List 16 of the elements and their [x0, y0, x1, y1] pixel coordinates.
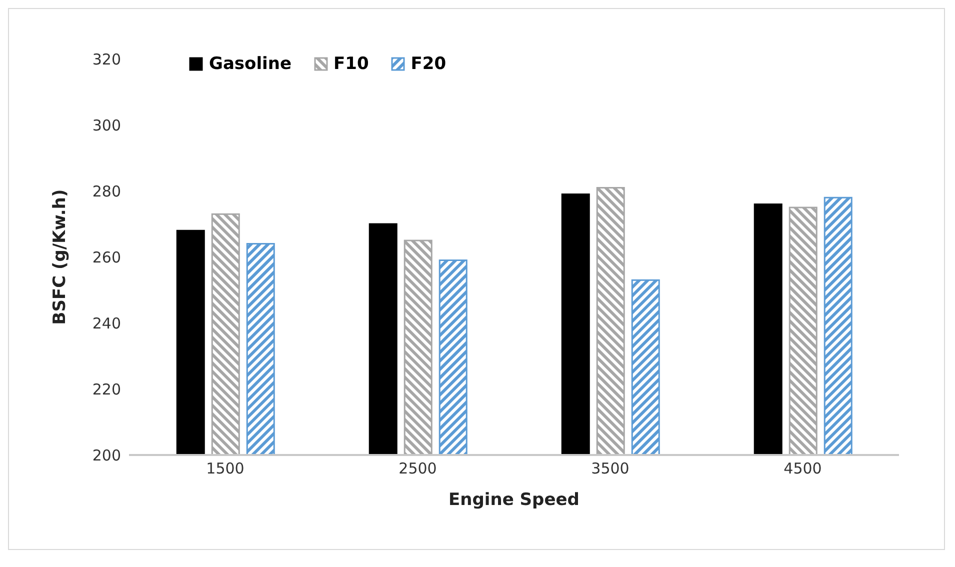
x-tick-label: 2500 — [398, 460, 437, 478]
legend-label: F20 — [410, 54, 446, 74]
y-tick-label: 300 — [92, 116, 121, 134]
y-tick-label: 220 — [92, 380, 121, 398]
x-axis-title: Engine Speed — [448, 490, 580, 510]
y-tick-label: 280 — [92, 182, 121, 200]
legend-label: Gasoline — [209, 54, 292, 74]
y-tick-label: 240 — [92, 314, 121, 332]
x-tick-label: 4500 — [784, 460, 822, 478]
x-tick-label: 3500 — [591, 460, 630, 478]
legend-label: F10 — [334, 54, 369, 74]
y-tick-label: 260 — [92, 248, 121, 266]
y-axis-title: BSFC (g/Kw.h) — [50, 189, 70, 325]
y-tick-label: 320 — [92, 50, 121, 68]
x-tick-label: 1500 — [206, 460, 244, 478]
y-tick-label: 200 — [92, 446, 121, 464]
